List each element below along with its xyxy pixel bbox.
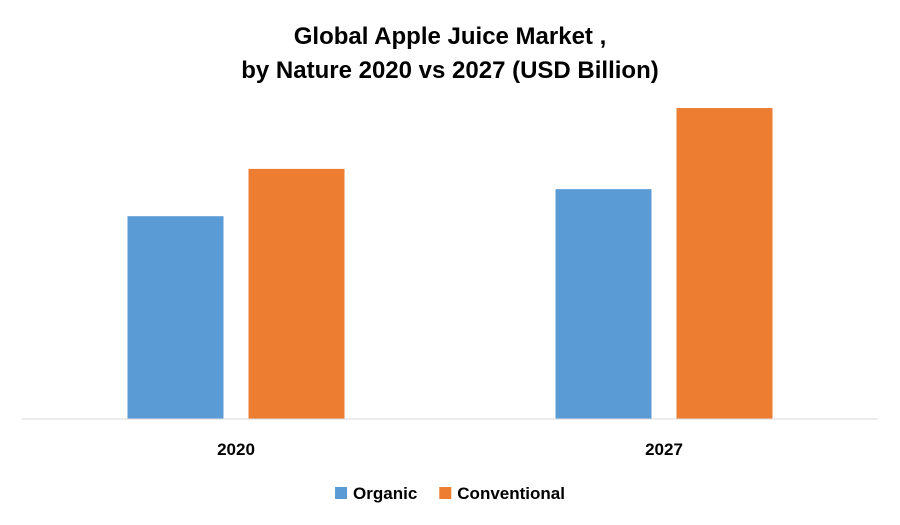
x-axis-tick-labels: 2020 2027 — [217, 440, 683, 459]
legend-label-conventional: Conventional — [457, 484, 565, 503]
chart-subtitle: by Nature 2020 vs 2027 (USD Billion) — [241, 57, 659, 84]
legend-label-organic: Organic — [353, 484, 417, 503]
bar-organic-2020 — [127, 216, 224, 419]
legend-swatch-organic — [335, 487, 348, 499]
x-tick-label-2027: 2027 — [645, 440, 683, 459]
bar-conventional-2027 — [676, 108, 773, 419]
x-tick-label-2020: 2020 — [217, 440, 255, 459]
plot-area — [127, 108, 773, 419]
bar-organic-2027 — [555, 189, 652, 419]
legend-swatch-conventional — [439, 487, 452, 499]
bar-conventional-2020 — [248, 168, 345, 419]
chart-title: Global Apple Juice Market , — [294, 23, 607, 50]
legend: Organic Conventional — [335, 484, 565, 503]
